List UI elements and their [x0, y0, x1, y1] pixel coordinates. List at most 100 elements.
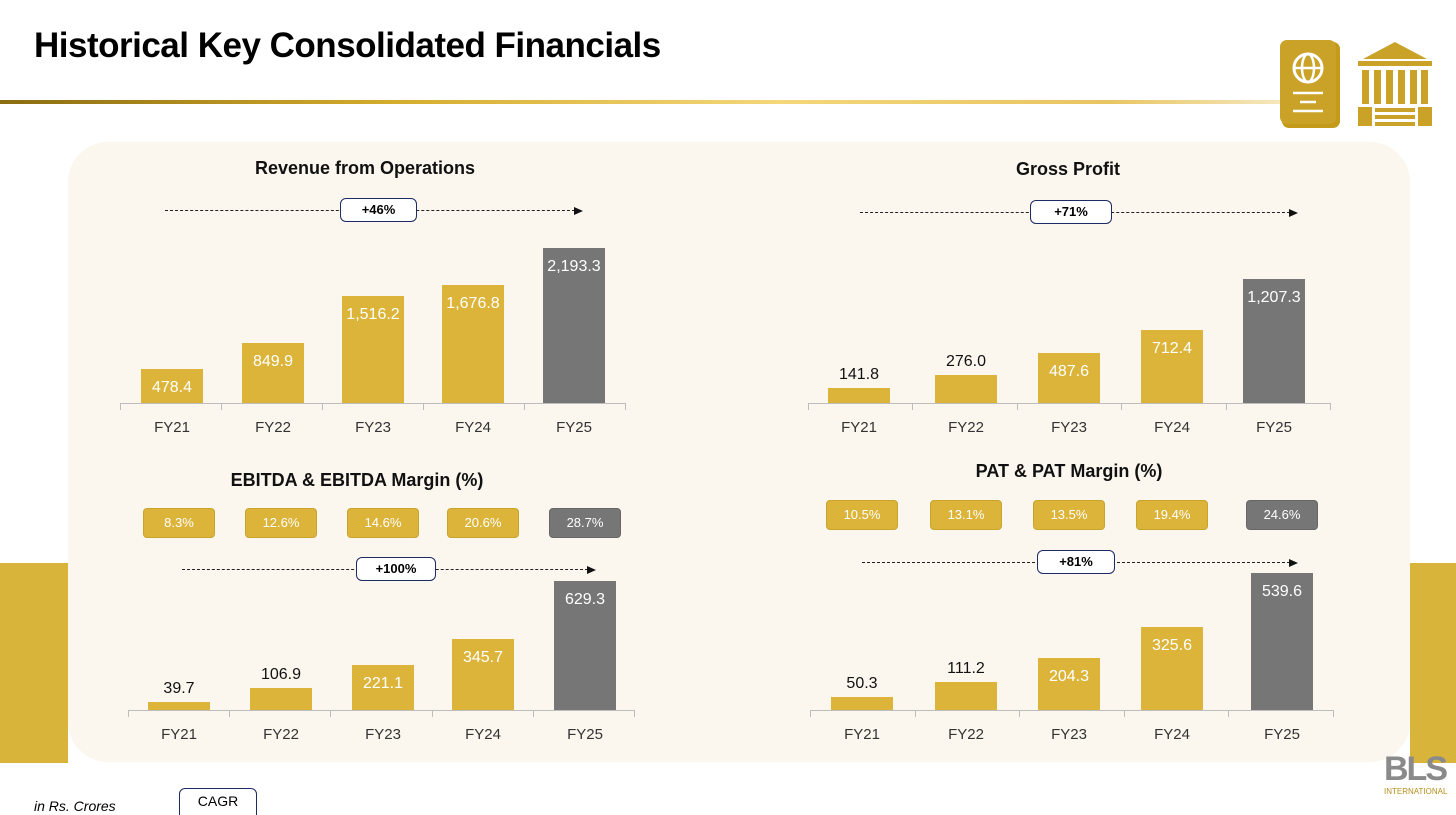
x-tick-label: FY22	[263, 726, 299, 743]
chart-title: Revenue from Operations	[254, 158, 476, 178]
x-tick-label: FY24	[1154, 726, 1190, 743]
chart-title: PAT & PAT Margin (%)	[975, 461, 1163, 481]
x-tick-label: FY22	[948, 726, 984, 743]
bar-fy24	[442, 284, 504, 403]
margin-badge: 20.6%	[447, 508, 519, 538]
axis-tick	[1330, 403, 1331, 410]
bar-fy23	[342, 295, 404, 403]
bar-fy21	[831, 697, 893, 710]
data-label: 1,207.3	[1247, 289, 1301, 306]
margin-badge: 13.1%	[930, 500, 1002, 530]
bar-fy21	[148, 701, 210, 710]
x-tick-label: FY23	[365, 726, 401, 743]
axis-tick	[532, 710, 534, 717]
bar-fy24	[1141, 627, 1203, 710]
bar-fy24	[452, 639, 514, 710]
bank-building-icon	[1358, 42, 1432, 126]
left-band	[0, 563, 68, 763]
axis-tick	[1225, 403, 1227, 410]
arrow-head-icon	[574, 206, 583, 215]
bar-fy23	[352, 664, 414, 710]
bar-fy25	[1243, 279, 1305, 403]
axis-tick	[912, 403, 914, 410]
bar-fy23	[1038, 352, 1100, 403]
page-title: Historical Key Consolidated Financials	[34, 26, 661, 65]
chart-title: EBITDA & EBITDA Margin (%)	[230, 470, 484, 490]
x-axis	[810, 710, 1333, 711]
cagr-badge: +81%	[1037, 550, 1115, 574]
data-label: 276.0	[945, 352, 987, 370]
x-tick-label: FY22	[255, 419, 291, 436]
cagr-badge: +46%	[340, 198, 417, 222]
margin-badge: 10.5%	[826, 500, 898, 530]
x-tick-label: FY25	[556, 419, 592, 436]
right-band	[1410, 563, 1456, 763]
x-axis	[808, 403, 1330, 404]
x-tick-label: FY23	[1051, 726, 1087, 743]
margin-badge: 12.6%	[245, 508, 317, 538]
data-label: 2,193.3	[547, 258, 601, 275]
bar-fy21	[141, 369, 203, 403]
x-tick-label: FY21	[154, 419, 190, 436]
x-axis	[120, 403, 625, 404]
data-label: 712.4	[1151, 339, 1193, 357]
data-label: 106.9	[260, 666, 302, 684]
bar-fy21	[828, 388, 890, 403]
cagr-badge: +100%	[356, 557, 436, 581]
arrow-head-icon	[587, 565, 596, 574]
axis-tick	[330, 710, 332, 717]
x-tick-label: FY23	[1051, 419, 1087, 436]
axis-tick	[1019, 710, 1021, 717]
x-tick-label: FY23	[355, 419, 391, 436]
data-label: 1,676.8	[446, 294, 500, 312]
data-label: 50.3	[846, 675, 878, 693]
x-tick-label: FY25	[1264, 726, 1300, 743]
cagr-legend: CAGR	[179, 788, 257, 815]
bar-fy25	[543, 248, 605, 403]
axis-tick	[1016, 403, 1018, 410]
bar-fy22	[242, 342, 304, 403]
bar-fy25	[554, 581, 616, 710]
axis-tick	[229, 710, 231, 717]
axis-tick	[128, 710, 129, 717]
margin-badge: 19.4%	[1136, 500, 1208, 530]
passport-icon	[1280, 40, 1340, 128]
data-label: 487.6	[1048, 362, 1090, 380]
axis-tick	[221, 403, 222, 410]
axis-tick	[1121, 403, 1123, 410]
data-label: 478.4	[151, 379, 193, 397]
bar-fy22	[250, 688, 312, 710]
x-tick-label: FY24	[465, 726, 501, 743]
margin-badge: 28.7%	[549, 508, 621, 538]
data-label: 849.9	[252, 352, 294, 370]
data-label: 539.6	[1261, 583, 1303, 600]
x-tick-label: FY25	[1256, 419, 1292, 436]
axis-tick	[431, 710, 433, 717]
unit-note: in Rs. Crores	[34, 798, 116, 814]
axis-tick	[808, 403, 809, 410]
bar-fy23	[1038, 658, 1100, 710]
x-tick-label: FY24	[455, 419, 491, 436]
axis-tick	[625, 403, 626, 410]
data-label: 39.7	[163, 679, 195, 697]
axis-tick	[524, 403, 525, 410]
data-label: 345.7	[462, 649, 504, 667]
x-tick-label: FY21	[161, 726, 197, 743]
cagr-badge: +71%	[1030, 200, 1112, 224]
margin-badge: 14.6%	[347, 508, 419, 538]
axis-tick	[634, 710, 635, 717]
bls-logo: BLS INTERNATIONAL	[1384, 750, 1448, 796]
x-axis	[128, 710, 634, 711]
data-label: 325.6	[1151, 637, 1193, 655]
data-label: 629.3	[564, 591, 606, 608]
data-label: 221.1	[362, 674, 404, 692]
axis-tick	[120, 403, 121, 410]
bar-fy22	[935, 374, 997, 403]
margin-badge: 8.3%	[143, 508, 215, 538]
axis-tick	[1228, 710, 1230, 717]
bar-fy24	[1141, 329, 1203, 403]
arrow-head-icon	[1289, 558, 1298, 567]
x-tick-label: FY25	[567, 726, 603, 743]
data-label: 141.8	[838, 366, 880, 384]
